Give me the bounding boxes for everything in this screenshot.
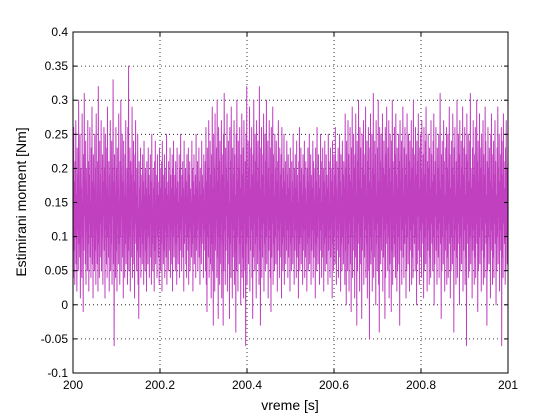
y-tick-label: -0.1 — [47, 366, 68, 380]
y-tick-label: 0 — [61, 298, 68, 312]
series-line — [72, 65, 509, 347]
y-tick-label: -0.05 — [41, 332, 69, 346]
x-tick-label: 200 — [63, 378, 83, 392]
y-tick-labels: -0.1 -0.05 0 0.05 0.1 0.15 0.2 0.25 0.3 0.35 0.4 — [41, 25, 69, 380]
x-axis-label: vreme [s] — [261, 397, 319, 413]
y-tick-label: 0.4 — [51, 25, 68, 39]
y-tick-label: 0.05 — [45, 264, 69, 278]
axis-ticks — [72, 31, 509, 374]
y-tick-label: 0.15 — [45, 196, 69, 210]
y-axis-label: Estimirani moment [Nm] — [13, 127, 29, 276]
y-tick-label: 0.1 — [51, 230, 68, 244]
y-tick-label: 0.2 — [51, 161, 68, 175]
y-tick-label: 0.25 — [45, 127, 69, 141]
y-tick-label: 0.35 — [45, 59, 69, 73]
x-tick-label: 200.6 — [319, 378, 349, 392]
x-tick-label: 200.2 — [145, 378, 175, 392]
x-tick-label: 201 — [498, 378, 518, 392]
y-tick-label: 0.3 — [51, 93, 68, 107]
x-tick-label: 200.8 — [406, 378, 436, 392]
x-tick-labels: 200 200.2 200.4 200.6 200.8 201 — [63, 378, 518, 392]
x-tick-label: 200.4 — [232, 378, 262, 392]
